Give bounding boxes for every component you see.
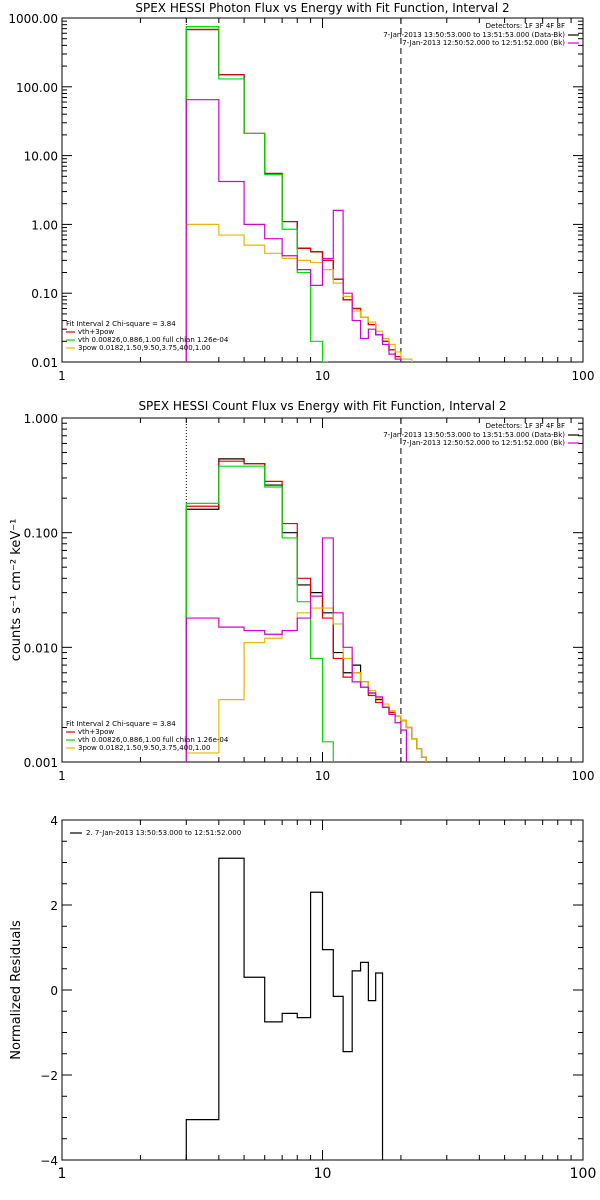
y-axis-ticks (62, 819, 583, 1161)
chart-panel-2: SPEX HESSI Count Flux vs Energy with Fit… (9, 399, 594, 783)
legend-entry: 7-Jan-2013 13:50:53.000 to 13:51:53.000 … (383, 431, 565, 439)
series-5-histogram (185, 99, 402, 362)
y-axis-label: Normalized Residuals (9, 920, 24, 1060)
chart-title: SPEX HESSI Count Flux vs Energy with Fit… (138, 399, 506, 413)
y-tick-label: −2 (40, 1069, 58, 1083)
plot-frame (61, 819, 584, 1161)
legend-bottom-left: Fit Interval 2 Chi-square = 3.84vth+3pow… (66, 720, 229, 752)
y-tick-label: 4 (50, 814, 58, 828)
x-tick-label: 100 (572, 769, 595, 783)
y-tick-label: 0.001 (24, 756, 58, 770)
y-tick-label: 0.100 (24, 527, 58, 541)
y-tick-label: 0 (50, 984, 58, 998)
legend-bottom-left: Fit Interval 2 Chi-square = 3.84vth+3pow… (66, 320, 229, 352)
series-3-histogram (185, 465, 334, 762)
series-3-histogram (185, 25, 329, 362)
x-axis-ticks (61, 820, 572, 1160)
y-tick-label: 0.010 (24, 641, 58, 655)
legend-header: Detectors: 1F 3F 4F 8F (486, 22, 565, 30)
series-5-histogram (185, 537, 408, 762)
y-tick-label: −4 (40, 1154, 58, 1168)
x-tick-label: 1 (58, 369, 66, 383)
legend-top-left: 2. 7-Jan-2013 13:50:53.000 to 12:51:52.0… (70, 829, 241, 837)
legend-entry: 7-Jan-2013 12:50:52.000 to 12:51:52.000 … (402, 39, 565, 47)
series-2-histogram (185, 460, 427, 762)
legend-entry: 2. 7-Jan-2013 13:50:53.000 to 12:51:52.0… (86, 829, 241, 837)
legend-top-right: Detectors: 1F 3F 4F 8F7-Jan-2013 13:50:5… (383, 22, 579, 47)
y-axis-ticks (62, 20, 583, 363)
y-tick-label: 1.000 (24, 412, 58, 426)
y-axis-ticks (62, 422, 583, 763)
x-tick-label: 10 (315, 769, 330, 783)
legend-entry: vth+3pow (78, 728, 114, 736)
x-axis-ticks (61, 418, 572, 762)
x-tick-label: 100 (572, 369, 595, 383)
x-tick-label: 10 (315, 369, 330, 383)
legend-entry: 3pow 0.0182,1.50,9.50,3.75,400,1.00 (78, 744, 210, 752)
y-tick-label: 100.00 (16, 81, 58, 95)
y-axis-label: counts s⁻¹ cm⁻² keV⁻¹ (9, 519, 24, 662)
legend-header: Fit Interval 2 Chi-square = 3.84 (66, 320, 176, 328)
chart-title: SPEX HESSI Photon Flux vs Energy with Fi… (135, 1, 509, 15)
x-tick-label: 1 (58, 1166, 67, 1182)
legend-top-right: Detectors: 1F 3F 4F 8F7-Jan-2013 13:50:5… (383, 422, 579, 447)
y-tick-label: 1.00 (31, 218, 58, 232)
y-tick-label: 0.10 (31, 287, 58, 301)
x-tick-label: 100 (570, 1166, 597, 1182)
legend-entry: 7-Jan-2013 12:50:52.000 to 12:51:52.000 … (402, 439, 565, 447)
legend-entry: vth 0.00826,0.886,1.00 full chian 1.26e-… (78, 336, 229, 344)
series-1-histogram (185, 458, 427, 762)
legend-header: Detectors: 1F 3F 4F 8F (486, 422, 565, 430)
y-tick-label: 10.00 (24, 150, 58, 164)
x-tick-label: 1 (58, 769, 66, 783)
y-tick-label: 1000.00 (8, 12, 58, 26)
plot-frame (61, 17, 584, 363)
y-tick-label: 2 (50, 899, 58, 913)
y-tick-label: 0.01 (31, 356, 58, 370)
chart-panel-1: SPEX HESSI Photon Flux vs Energy with Fi… (8, 1, 594, 383)
series-1-histogram (185, 857, 384, 1160)
legend-header: Fit Interval 2 Chi-square = 3.84 (66, 720, 176, 728)
x-tick-label: 10 (314, 1166, 332, 1182)
chart-panel-3: Normalized Residuals 1 10 100 −4 −2 0 2 4 2. 7-Ja… (9, 814, 596, 1182)
x-axis-ticks (61, 18, 572, 362)
legend-entry: vth 0.00826,0.886,1.00 full chian 1.26e-… (78, 736, 229, 744)
legend-entry: 7-Jan-2013 13:50:53.000 to 13:51:53.000 … (383, 31, 565, 39)
legend-entry: vth+3pow (78, 328, 114, 336)
legend-entry: 3pow 0.0182,1.50,9.50,3.75,400,1.00 (78, 344, 210, 352)
